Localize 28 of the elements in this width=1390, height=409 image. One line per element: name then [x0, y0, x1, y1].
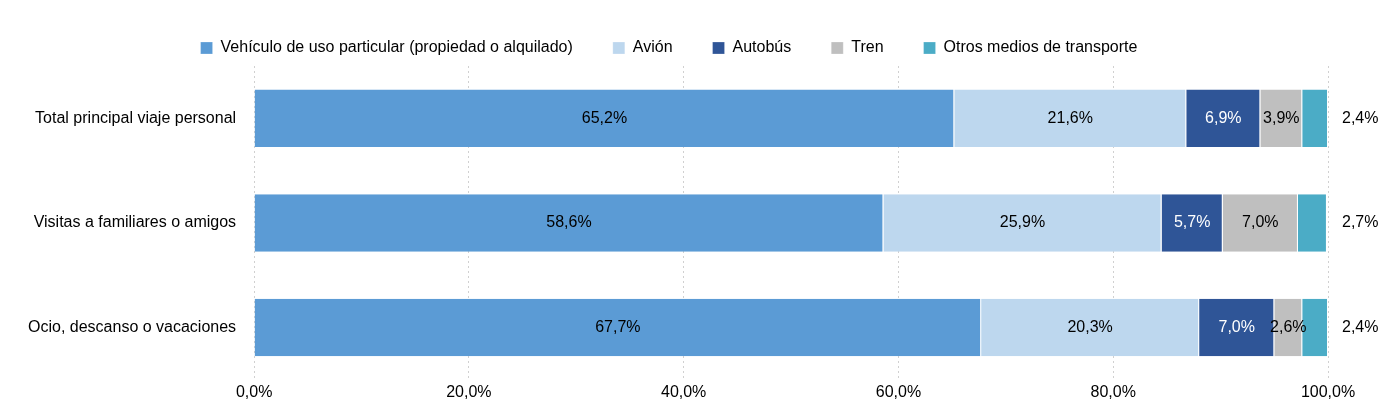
data-label: 5,7%	[1173, 213, 1211, 231]
data-label: 2,4%	[1342, 108, 1379, 126]
x-tick-label: 80,0%	[1090, 382, 1136, 400]
legend-label: Avión	[632, 38, 673, 56]
data-label: 58,6%	[546, 213, 592, 231]
data-label: 7,0%	[1218, 317, 1255, 335]
data-label: 25,9%	[999, 213, 1046, 231]
legend-label: Tren	[851, 38, 884, 56]
x-tick-label: 100,0%	[1300, 382, 1356, 400]
data-label: 67,7%	[595, 317, 641, 335]
y-tick-label: Ocio, descanso o vacaciones	[27, 317, 237, 335]
data-label: 21,6%	[1047, 108, 1093, 126]
data-label: 2,4%	[1342, 317, 1379, 335]
data-label: 2,7%	[1342, 213, 1379, 231]
data-label: 65,2%	[581, 108, 628, 126]
x-tick-label: 40,0%	[660, 382, 707, 400]
legend-label: Otros medios de transporte	[943, 38, 1138, 56]
legend-label: Autobús	[732, 38, 792, 56]
data-label: 7,0%	[1242, 213, 1279, 231]
y-tick-label: Visitas a familiares o amigos	[33, 213, 237, 231]
y-tick-label: Total principal viaje personal	[35, 108, 237, 126]
legend-label: Vehículo de uso particular (propiedad o alquilado)	[220, 38, 573, 56]
data-label: 6,9%	[1205, 108, 1242, 126]
x-tick-label: 20,0%	[446, 382, 492, 400]
data-label: 20,3%	[1067, 317, 1113, 335]
x-tick-label: 0,0%	[235, 382, 273, 400]
data-label: 3,9%	[1263, 108, 1300, 126]
x-tick-label: 60,0%	[875, 382, 922, 400]
